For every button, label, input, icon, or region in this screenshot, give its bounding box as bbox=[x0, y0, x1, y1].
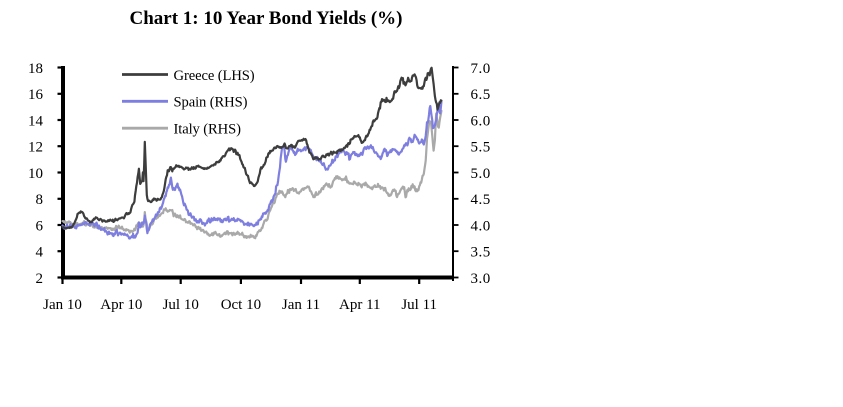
svg-text:3.5: 3.5 bbox=[471, 245, 491, 261]
svg-text:4: 4 bbox=[36, 245, 44, 261]
svg-text:3.0: 3.0 bbox=[471, 271, 491, 287]
svg-text:6.0: 6.0 bbox=[471, 113, 491, 129]
svg-text:Jul 11: Jul 11 bbox=[401, 297, 437, 313]
svg-text:Jul 10: Jul 10 bbox=[163, 297, 199, 313]
svg-text:Jan 10: Jan 10 bbox=[43, 297, 82, 313]
svg-text:Italy (RHS): Italy (RHS) bbox=[174, 122, 242, 138]
svg-text:12: 12 bbox=[28, 140, 43, 156]
svg-text:Greece (LHS): Greece (LHS) bbox=[174, 68, 255, 84]
svg-text:Chart 1: 10 Year Bond Yields (: Chart 1: 10 Year Bond Yields (%) bbox=[129, 8, 402, 29]
svg-text:2: 2 bbox=[36, 271, 44, 287]
svg-text:4.5: 4.5 bbox=[471, 192, 491, 208]
svg-text:10: 10 bbox=[28, 166, 43, 182]
svg-text:6: 6 bbox=[36, 218, 44, 234]
svg-text:5.5: 5.5 bbox=[471, 140, 491, 156]
svg-text:Jan 11: Jan 11 bbox=[282, 297, 320, 313]
svg-text:Oct 10: Oct 10 bbox=[221, 297, 261, 313]
svg-text:Spain (RHS): Spain (RHS) bbox=[174, 95, 248, 111]
svg-text:14: 14 bbox=[28, 113, 44, 129]
svg-text:5.0: 5.0 bbox=[471, 166, 491, 182]
svg-text:6.5: 6.5 bbox=[471, 87, 491, 103]
svg-text:4.0: 4.0 bbox=[471, 218, 491, 234]
svg-text:8: 8 bbox=[36, 192, 44, 208]
svg-text:18: 18 bbox=[28, 61, 43, 77]
svg-text:7.0: 7.0 bbox=[471, 61, 491, 77]
svg-text:Apr 10: Apr 10 bbox=[100, 297, 142, 313]
svg-text:Apr 11: Apr 11 bbox=[339, 297, 381, 313]
svg-text:16: 16 bbox=[28, 87, 44, 103]
